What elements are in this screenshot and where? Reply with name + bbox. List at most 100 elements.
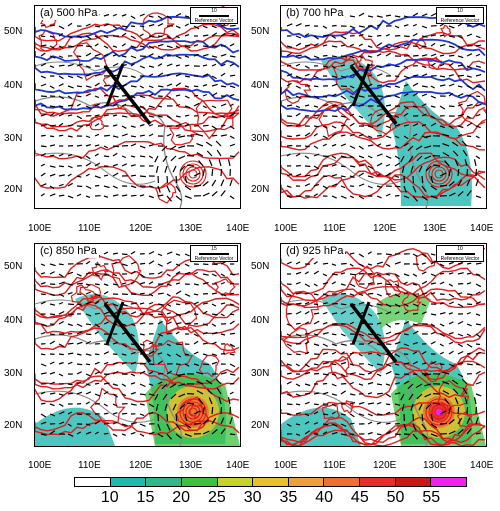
wind-vector — [412, 423, 417, 431]
border-line — [281, 61, 392, 77]
wind-vector — [40, 363, 47, 367]
wind-vector — [421, 195, 428, 201]
wind-vector — [76, 185, 83, 188]
wind-vector — [85, 85, 92, 88]
wind-vector — [322, 54, 328, 57]
wind-vector — [464, 397, 468, 405]
wind-vector — [112, 370, 119, 375]
wind-vector — [448, 293, 455, 298]
wind-vector — [286, 413, 292, 416]
wind-vector — [430, 341, 436, 345]
contour-line — [281, 286, 486, 309]
wind-vector — [367, 83, 373, 87]
wind-vector — [112, 273, 118, 277]
wind-vector — [49, 313, 56, 316]
wind-vector — [112, 172, 119, 177]
wind-vector — [448, 54, 455, 57]
wind-vector — [457, 320, 464, 325]
wind-vector — [103, 391, 109, 395]
wind-vector — [394, 135, 400, 139]
wind-vector — [394, 145, 400, 149]
wind-vector — [40, 163, 46, 167]
wind-vector — [58, 32, 64, 37]
wind-vector — [340, 413, 346, 416]
wind-vector — [193, 102, 200, 107]
wind-vector — [403, 75, 410, 79]
wind-vector — [130, 431, 136, 435]
wind-vector — [358, 65, 364, 68]
wind-vector — [403, 321, 410, 325]
wind-vector — [358, 95, 365, 98]
wind-vector — [211, 55, 218, 58]
wind-vector — [103, 45, 109, 49]
wind-vector — [67, 35, 73, 39]
wind-vector — [385, 422, 391, 425]
wind-vector — [439, 84, 446, 87]
wind-vector — [175, 103, 181, 107]
wind-vector — [184, 123, 190, 127]
wind-vector — [430, 253, 436, 256]
wind-vector — [286, 153, 291, 157]
wind-vector — [457, 179, 463, 187]
contour-line — [35, 72, 240, 95]
wind-vector — [358, 195, 365, 200]
wind-vector — [220, 371, 227, 375]
wind-vector — [211, 353, 217, 357]
wind-vector — [121, 433, 126, 436]
lon-label: 110E — [323, 460, 346, 471]
wind-vector — [49, 430, 56, 435]
wind-vector — [40, 24, 46, 27]
wind-vector — [295, 423, 301, 426]
wind-vector — [349, 413, 355, 418]
wind-vector — [418, 403, 423, 411]
wind-vector — [58, 281, 65, 285]
wind-vector — [304, 310, 310, 315]
lat-label: 30N — [251, 133, 270, 144]
wind-vector — [394, 15, 401, 18]
wind-vector — [94, 144, 100, 147]
wind-vector — [166, 133, 172, 137]
wind-vector — [216, 149, 222, 157]
wind-vector — [229, 125, 235, 130]
wind-vector — [286, 381, 292, 385]
wind-vector — [157, 194, 164, 197]
wind-vector — [403, 142, 409, 147]
wind-vector — [220, 281, 226, 285]
wind-vector — [85, 401, 90, 405]
wind-vector — [184, 95, 190, 99]
wind-vector — [94, 382, 100, 385]
wind-vector — [376, 65, 382, 69]
wind-vector — [349, 73, 355, 77]
contour-line — [35, 297, 240, 319]
wind-vector — [220, 124, 226, 127]
wind-vector — [286, 333, 291, 337]
wind-vector — [121, 312, 127, 315]
colorbar-label: 45 — [350, 489, 369, 506]
wind-vector — [461, 140, 468, 147]
wind-vector — [430, 313, 437, 316]
wind-vector — [49, 271, 55, 275]
wind-vector — [202, 168, 205, 177]
map-850hpa — [35, 250, 240, 446]
wind-vector — [430, 105, 436, 108]
wind-vector — [421, 113, 427, 117]
wind-vector — [466, 323, 472, 327]
wind-vector — [206, 150, 213, 157]
wind-vector — [76, 371, 82, 375]
wind-vector — [331, 163, 337, 167]
wind-vector — [403, 105, 409, 110]
wind-vector — [148, 15, 154, 18]
wind-vector — [295, 134, 301, 137]
wind-vector — [67, 292, 73, 295]
lon-label: 130E — [179, 223, 203, 234]
wind-vector — [376, 123, 381, 127]
wind-vector — [349, 293, 355, 297]
wind-vector — [286, 323, 292, 327]
wind-vector — [313, 193, 319, 197]
contour-line — [154, 182, 177, 204]
wind-vector — [331, 143, 337, 147]
wind-vector — [424, 135, 432, 138]
wind-vector — [421, 303, 427, 307]
wind-vector — [67, 303, 75, 306]
wind-vector — [425, 403, 432, 410]
